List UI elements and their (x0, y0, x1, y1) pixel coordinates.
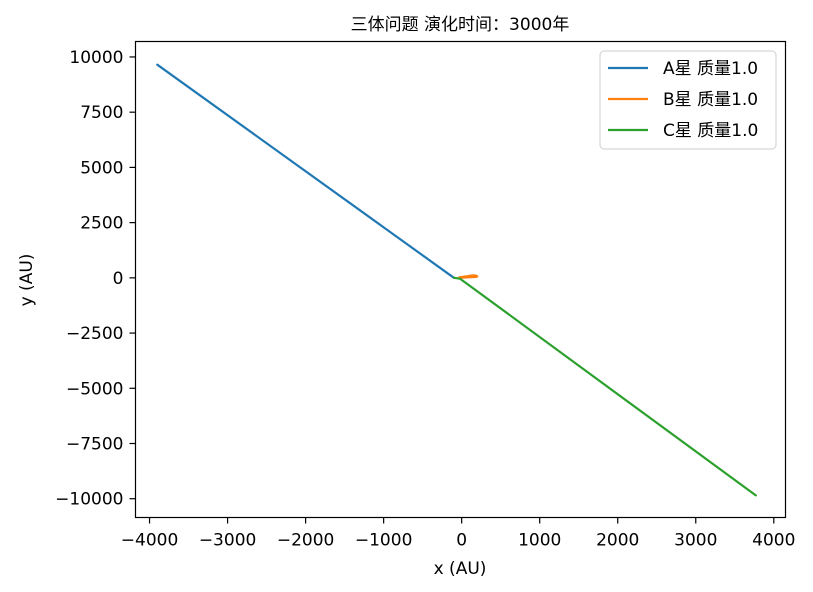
x-axis-label: x (AU) (434, 559, 487, 579)
series-line-2 (452, 276, 757, 497)
y-tick-label: 10000 (69, 48, 123, 68)
y-tick-label: −2500 (66, 324, 124, 344)
legend-box (599, 50, 777, 150)
series-line-1 (458, 274, 479, 279)
y-tick-label: 7500 (80, 103, 123, 123)
y-tick-label: −10000 (55, 490, 123, 510)
x-axis-ticks: −4000 −3000 −2000 −1000 0 1000 2000 3000 4000 (121, 517, 795, 551)
x-tick-label: −4000 (121, 531, 179, 551)
legend: A星 质量1.0 B星 质量1.0 C星 质量1.0 (599, 50, 777, 150)
y-tick-label: 2500 (80, 214, 123, 234)
plot-lines (156, 63, 757, 497)
x-tick-label: 3000 (674, 531, 717, 551)
legend-label-2: C星 质量1.0 (663, 121, 758, 141)
y-axis-ticks: 10000 7500 5000 2500 0 −2500 −5000 −7500 −10000 (55, 48, 136, 510)
x-tick-label: −1000 (355, 531, 413, 551)
y-axis-label: y (AU) (17, 254, 37, 307)
y-tick-label: 0 (113, 269, 124, 289)
y-tick-label: 5000 (80, 158, 123, 178)
x-tick-label: 1000 (518, 531, 561, 551)
y-tick-label: −5000 (66, 379, 124, 399)
legend-label-1: B星 质量1.0 (663, 90, 758, 110)
legend-label-0: A星 质量1.0 (663, 59, 758, 79)
x-tick-label: −2000 (277, 531, 335, 551)
x-tick-label: 0 (456, 531, 467, 551)
x-tick-label: 4000 (752, 531, 795, 551)
x-tick-label: −3000 (199, 531, 257, 551)
plot-frame (134, 40, 787, 519)
y-tick-label: −7500 (66, 435, 124, 455)
chart-title: 三体问题 演化时间：3000年 (351, 15, 570, 35)
x-tick-label: 2000 (596, 531, 639, 551)
series-line-0 (156, 63, 455, 279)
